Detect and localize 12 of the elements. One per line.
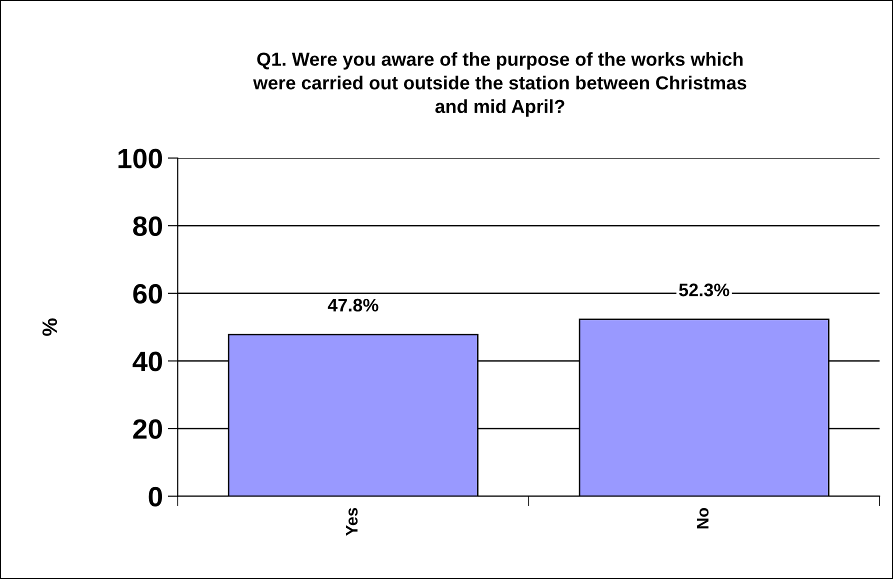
chart-title: Q1. Were you aware of the purpose of the works which were carried out outside the station between Christmas and mid April? — [253, 52, 746, 117]
y-axis-title: % — [42, 318, 58, 336]
data-label: 52.3% — [679, 284, 730, 296]
y-tick-label: 0 — [148, 486, 162, 507]
x-tick-label: No — [696, 508, 709, 528]
data-label: 47.8% — [328, 298, 378, 312]
x-tick-label: Yes — [346, 508, 358, 536]
y-tick-label: 20 — [133, 419, 162, 439]
y-tick-label: 60 — [133, 284, 162, 304]
y-tick-label: 100 — [118, 148, 162, 168]
y-tick-label: 80 — [133, 216, 162, 236]
y-tick-label: 40 — [132, 352, 162, 372]
